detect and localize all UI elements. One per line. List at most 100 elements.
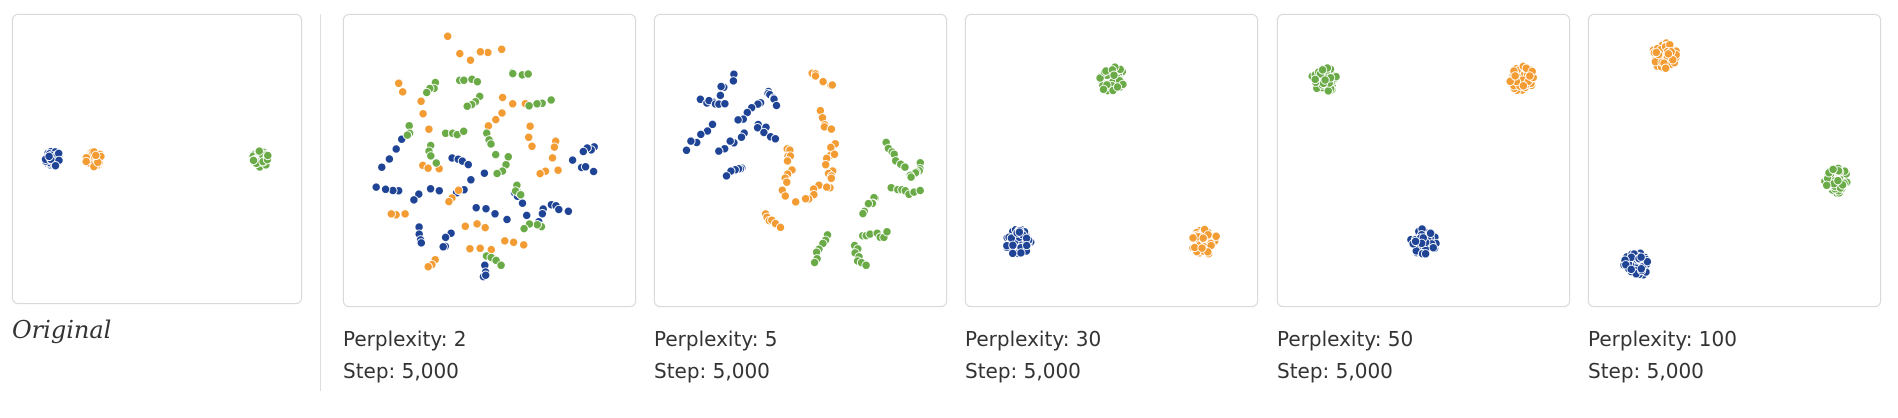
green-point [503,152,513,162]
orange-point [81,156,91,167]
orange-point [525,121,535,131]
orange-point [460,221,470,231]
orange-point [535,168,545,179]
caption-perplexity-5: Perplexity: 5 [654,327,778,351]
blue-point [707,119,718,130]
green-point [1833,175,1843,186]
orange-point [444,196,454,207]
plot-perplexity-30 [965,14,1258,307]
blue-point [728,76,739,86]
blue-point [440,232,451,243]
caption-step-5: Step: 5,000 [654,359,770,383]
orange-point [519,240,529,250]
blue-point [1008,248,1018,259]
orange-point [782,177,792,187]
scatter-perplexity-2 [371,31,599,282]
green-point [431,158,441,168]
green-point [404,121,414,131]
blue-point [715,90,726,101]
blue-point [580,162,591,172]
caption-perplexity-2: Perplexity: 2 [343,327,467,351]
orange-point [1525,71,1535,81]
orange-point [800,194,811,204]
orange-point [547,153,558,163]
orange-point [1198,233,1208,243]
orange-point [91,150,101,161]
blue-point [517,198,528,208]
orange-point [827,80,837,90]
blue-point [742,107,752,118]
orange-point [455,48,465,59]
orange-point [1661,63,1671,73]
orange-point [480,222,490,233]
plot-perplexity-2 [343,14,636,307]
orange-point [508,237,519,247]
green-point [459,75,469,85]
original-scatter [40,146,273,172]
blue-point [1014,227,1025,237]
green-point [422,87,432,98]
green-point [532,99,542,109]
original-plot [12,14,302,304]
orange-point [1188,233,1198,243]
orange-point [527,141,537,151]
blue-point [1016,248,1026,258]
caption-perplexity-30: Perplexity: 30 [965,327,1102,351]
caption-step-30: Step: 5,000 [965,359,1081,383]
green-point [491,149,501,160]
green-point [459,126,469,136]
orange-point [524,132,534,142]
blue-point [721,171,732,181]
green-point [462,101,472,111]
blue-point [537,209,548,219]
green-point [1098,84,1109,95]
green-point [402,130,413,140]
orange-point [826,173,836,183]
orange-point [423,262,433,272]
original-label: Original [12,316,112,344]
blue-point [1008,240,1018,250]
blue-point [44,151,54,162]
orange-point [1510,71,1520,81]
section-divider [320,14,321,391]
blue-point [770,134,781,144]
blue-point [471,203,481,213]
orange-point [472,219,482,229]
blue-point [416,238,426,248]
orange-point [398,87,408,97]
blue-point [1626,264,1636,275]
caption-step-50: Step: 5,000 [1277,359,1393,383]
green-point [523,69,533,79]
orange-point [1197,243,1207,253]
blue-point [481,270,491,280]
blue-point [759,127,769,138]
green-point [1828,164,1838,175]
orange-point [818,76,828,87]
scatter-perplexity-50 [1307,61,1539,259]
caption-perplexity-100: Perplexity: 100 [1588,327,1737,351]
green-point [263,150,273,161]
blue-point [425,184,436,194]
blue-point [481,204,491,214]
orange-point [826,124,837,134]
blue-point [438,242,448,252]
blue-point [736,132,747,142]
blue-point [733,115,743,125]
orange-point [775,222,786,233]
blue-point [384,154,395,164]
orange-point [465,55,476,65]
green-point [915,185,925,196]
orange-point [553,165,563,175]
blue-point [1425,228,1436,238]
orange-point [475,243,485,253]
orange-point [782,156,793,166]
green-point [532,220,542,230]
blue-point [522,210,532,221]
orange-point [549,142,560,152]
green-point [546,95,556,105]
blue-point [409,195,419,205]
blue-point [716,81,726,92]
blue-point [681,145,692,155]
orange-point [1663,49,1674,59]
orange-point [475,47,486,57]
